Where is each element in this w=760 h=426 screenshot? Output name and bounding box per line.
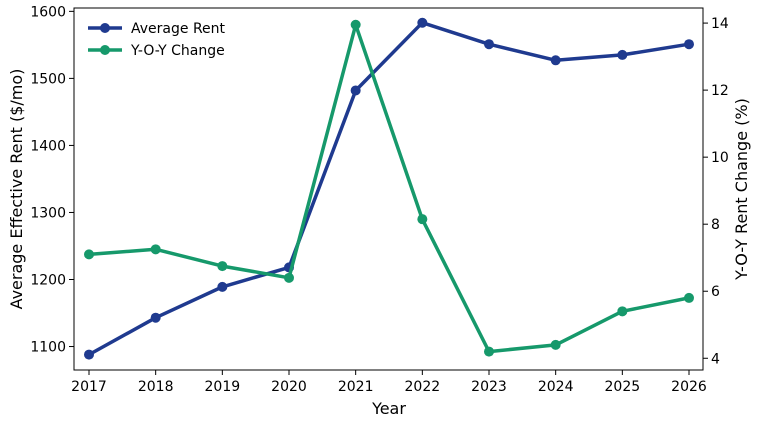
x-tick-label: 2021 (338, 379, 374, 395)
data-point-average-rent (84, 349, 94, 360)
y-left-tick-label: 1500 (30, 71, 66, 87)
x-tick-label: 2020 (271, 379, 307, 395)
data-point-average-rent (617, 49, 628, 60)
data-point-y-o-y-change (217, 261, 228, 272)
y-left-tick-label: 1100 (30, 340, 66, 356)
y-axis-left: 1100 1200 1300 1400 1500 1600 (30, 4, 74, 356)
x-tick-label: 2022 (405, 379, 441, 395)
data-point-average-rent (217, 281, 228, 292)
data-point-y-o-y-change (484, 346, 494, 357)
data-point-y-o-y-change (84, 249, 94, 260)
data-point-y-o-y-change (617, 306, 628, 317)
series-line-y-o-y-change (88, 23, 690, 354)
x-axis: 2017 2018 2019 2020 2021 2022 2023 2024 2025 2026 (71, 370, 707, 395)
y-right-tick-label: 14 (711, 16, 729, 32)
y-left-tick-label: 1300 (30, 205, 66, 221)
y-left-tick-label: 1400 (30, 138, 66, 154)
y-axis-right: 4 6 8 10 12 14 (703, 16, 729, 367)
x-tick-label: 2017 (71, 379, 107, 395)
y-right-tick-label: 12 (711, 83, 729, 99)
series-layer (84, 17, 694, 360)
legend: Average Rent Y-O-Y Change (88, 21, 226, 59)
data-point-y-o-y-change (284, 272, 294, 283)
legend-marker-yoy-change (100, 45, 110, 55)
x-tick-label: 2026 (671, 379, 707, 395)
data-point-average-rent (350, 85, 361, 96)
y-left-tick-label: 1600 (30, 4, 66, 20)
x-tick-label: 2024 (538, 379, 574, 395)
data-point-y-o-y-change (684, 292, 694, 303)
x-tick-label: 2018 (138, 379, 174, 395)
y-left-tick-label: 1200 (30, 273, 66, 289)
legend-label-yoy-change: Y-O-Y Change (130, 43, 225, 59)
y-right-tick-label: 10 (711, 150, 729, 166)
plot-frame (73, 7, 704, 371)
x-tick-label: 2025 (605, 379, 641, 395)
data-point-y-o-y-change (550, 339, 561, 350)
y-right-tick-label: 8 (711, 217, 720, 233)
y-axis-left-title: Average Effective Rent ($/mo) (7, 69, 26, 310)
data-point-y-o-y-change (350, 19, 361, 30)
data-point-y-o-y-change (150, 244, 161, 255)
data-point-average-rent (150, 312, 161, 323)
y-axis-right-title: Y-O-Y Rent Change (%) (732, 98, 751, 281)
data-point-average-rent (684, 39, 694, 50)
data-point-average-rent (417, 17, 428, 28)
legend-label-average-rent: Average Rent (131, 21, 226, 37)
x-axis-title: Year (371, 399, 406, 418)
y-right-tick-label: 6 (711, 284, 720, 300)
data-point-average-rent (484, 39, 494, 50)
series-line-average-rent (88, 20, 690, 357)
y-right-tick-label: 4 (711, 351, 720, 367)
x-tick-label: 2023 (471, 379, 507, 395)
data-point-y-o-y-change (417, 214, 428, 225)
legend-marker-average-rent (100, 23, 110, 33)
x-tick-label: 2019 (205, 379, 241, 395)
data-point-average-rent (550, 55, 561, 66)
